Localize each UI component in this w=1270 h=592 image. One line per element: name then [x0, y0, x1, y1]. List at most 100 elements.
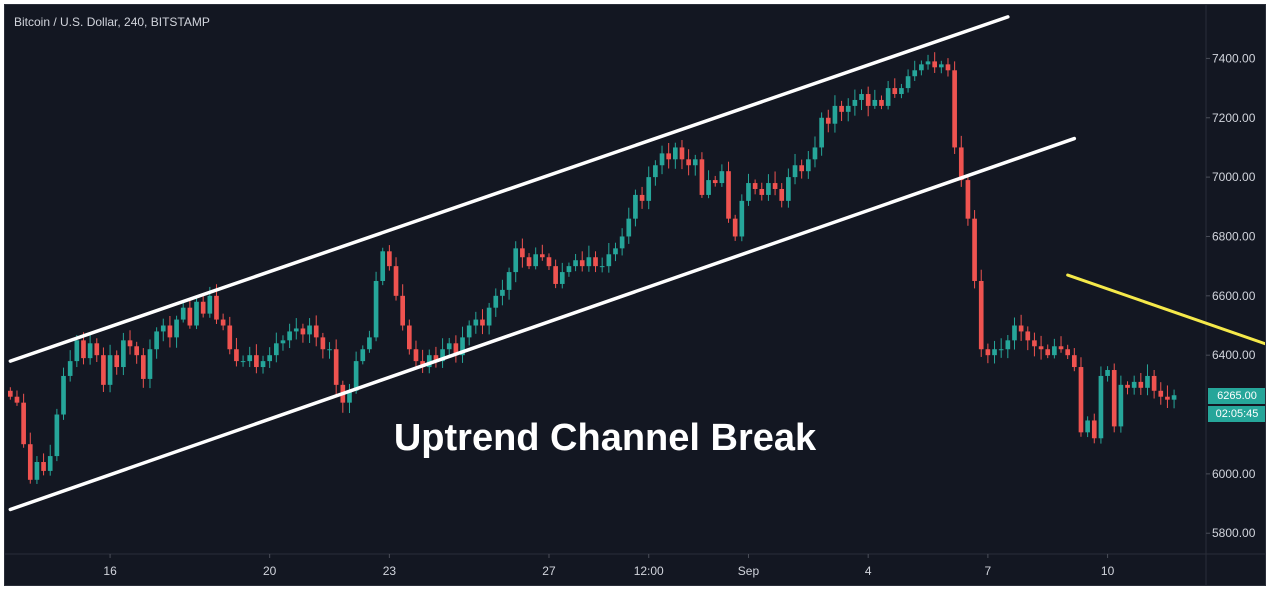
candle-body	[546, 257, 552, 267]
candle	[619, 228, 625, 256]
candle-body	[313, 325, 319, 338]
candle-body	[207, 295, 213, 314]
candle	[805, 151, 811, 179]
candle	[107, 344, 113, 393]
candle-body	[1071, 355, 1077, 368]
candle-body	[1145, 375, 1150, 388]
candle-body	[167, 325, 173, 338]
candle	[573, 253, 578, 272]
candle-body	[686, 159, 691, 166]
candle-body	[74, 340, 80, 362]
candle-body	[786, 177, 791, 201]
candle-body	[453, 343, 459, 356]
candle-body	[214, 295, 219, 320]
candle-body	[812, 147, 818, 160]
price-tick-label: 6000.00	[1212, 467, 1256, 481]
candle	[426, 349, 432, 374]
candle	[559, 262, 565, 289]
candle-body	[267, 355, 273, 362]
candle	[885, 80, 891, 110]
candle-body	[692, 159, 698, 166]
candle-body	[1058, 346, 1064, 350]
candle-body	[593, 257, 598, 267]
candle-body	[619, 236, 625, 249]
candle-body	[127, 340, 133, 347]
candle	[1118, 375, 1124, 433]
candle	[965, 174, 971, 226]
candle-body	[180, 307, 186, 320]
candle-body	[1052, 346, 1057, 356]
candle	[1098, 366, 1104, 444]
candle-body	[200, 301, 206, 314]
candle	[260, 355, 266, 374]
candle	[792, 153, 798, 185]
time-tick-label: 7	[985, 564, 992, 578]
candle-body	[952, 70, 957, 148]
candle	[546, 253, 552, 271]
candle-body	[47, 456, 53, 471]
candle-body	[466, 325, 472, 338]
candle-body	[54, 414, 60, 457]
candle	[94, 338, 100, 362]
time-axis[interactable]: 16 20 23 27 12:00 Sep 4 7 10	[103, 554, 1115, 578]
candle-body	[759, 188, 765, 195]
candle	[952, 61, 957, 154]
candle-body	[353, 361, 359, 391]
price-axis[interactable]: 7400.00 7200.00 7000.00 6800.00 6600.00 6400.…	[1206, 51, 1256, 540]
candle	[1138, 372, 1144, 395]
candlestick-chart[interactable]: 7400.00 7200.00 7000.00 6800.00 6600.00 6400.…	[5, 5, 1266, 586]
candle	[54, 408, 60, 462]
candle	[746, 173, 751, 206]
candle	[200, 295, 206, 318]
candle-body	[114, 355, 120, 368]
candle	[387, 245, 392, 271]
candle-body	[1085, 420, 1090, 433]
candle-body	[520, 248, 525, 258]
candle-body	[746, 183, 751, 201]
candle	[839, 100, 844, 122]
candle	[679, 140, 685, 170]
candle-body	[140, 355, 146, 379]
candle	[486, 302, 492, 335]
candle-body	[367, 337, 372, 350]
price-tick-label: 5800.00	[1212, 526, 1256, 540]
candle	[174, 315, 179, 348]
candle	[167, 316, 173, 348]
candle-body	[653, 165, 658, 178]
candle-body	[1005, 340, 1011, 350]
candle-body	[1065, 349, 1071, 356]
candle-body	[872, 99, 878, 106]
candle-body	[280, 340, 286, 344]
candle-body	[500, 289, 505, 296]
candle-body	[1125, 384, 1130, 388]
candle-body	[1038, 346, 1044, 350]
candle-body	[240, 361, 246, 363]
candle-body	[972, 218, 977, 281]
candle	[373, 271, 379, 342]
candle	[406, 319, 412, 355]
candles-layer	[7, 52, 1177, 484]
time-tick-label: 20	[263, 564, 277, 578]
candle	[400, 284, 406, 331]
candle	[101, 347, 106, 392]
candle-body	[460, 337, 465, 356]
candle	[852, 89, 858, 116]
candle	[832, 95, 838, 133]
candle	[593, 251, 598, 273]
candle-body	[1138, 381, 1144, 388]
candle-body	[1025, 331, 1031, 341]
time-tick-label: 12:00	[634, 564, 664, 578]
candle-body	[892, 88, 898, 95]
candle-body	[832, 105, 838, 124]
candle-body	[333, 349, 339, 385]
candle	[1091, 413, 1097, 444]
candle	[187, 298, 193, 329]
candle	[27, 432, 33, 484]
candle	[287, 323, 292, 349]
countdown-tag: 02:05:45	[1208, 406, 1265, 422]
candle-body	[666, 153, 672, 160]
candle	[307, 318, 312, 344]
candle	[1071, 348, 1077, 372]
chart-frame[interactable]: 7400.00 7200.00 7000.00 6800.00 6600.00 6400.…	[4, 4, 1266, 586]
candle	[712, 175, 718, 187]
